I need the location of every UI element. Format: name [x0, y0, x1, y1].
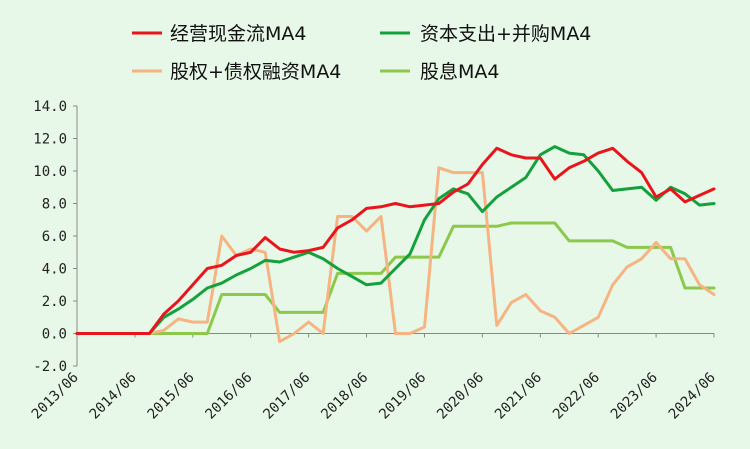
y-tick-label: 12.0 [33, 132, 67, 148]
y-tick-label: 8.0 [42, 197, 67, 213]
y-tick-label: 2.0 [42, 294, 67, 310]
y-tick-label: 10.0 [33, 164, 67, 180]
series-line-1 [75, 145, 716, 335]
legend-label-1: 资本支出+并购MA4 [420, 23, 591, 45]
y-tick-label: 14.0 [33, 99, 67, 115]
legend-label-3: 股息MA4 [420, 61, 499, 83]
legend-label-0: 经营现金流MA4 [170, 23, 306, 45]
series-layer [75, 145, 716, 344]
series-line-2 [75, 166, 716, 344]
y-tick-label: 0.0 [42, 327, 67, 343]
legend: 经营现金流MA4 资本支出+并购MA4 股权+债权融资MA4 股息MA4 [132, 23, 591, 83]
y-tick-label: -2.0 [33, 359, 67, 375]
legend-label-2: 股权+债权融资MA4 [170, 61, 341, 83]
y-tick-label: 4.0 [42, 262, 67, 278]
series-line-0 [75, 146, 716, 335]
y-axis-ticks: -2.0 0.0 2.0 4.0 6.0 8.0 10.0 12.0 14.0 [33, 99, 77, 375]
y-tick-label: 6.0 [42, 229, 67, 245]
series-line-3 [75, 221, 716, 335]
